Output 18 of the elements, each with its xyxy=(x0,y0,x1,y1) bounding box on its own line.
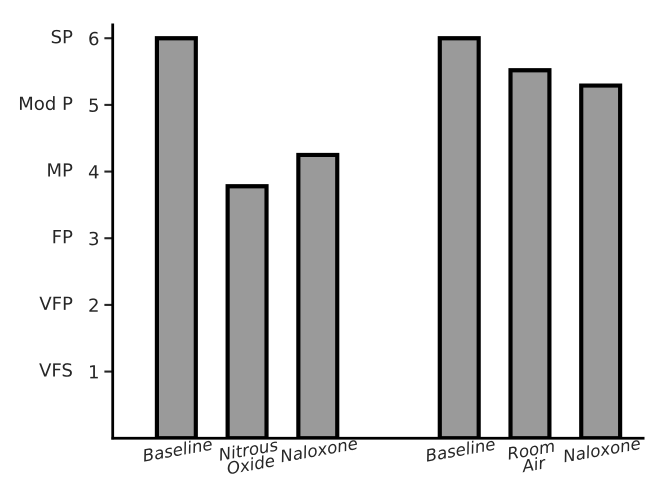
x-tick-label: Baseline xyxy=(142,437,213,462)
x-tick-label: Room Air xyxy=(506,440,555,472)
text: VFS xyxy=(39,363,72,377)
y-tick-label: 2 xyxy=(89,298,98,312)
x-tick-label: Naloxone xyxy=(280,436,358,463)
text: MP xyxy=(48,163,72,177)
y-tick-label: 1 xyxy=(90,365,98,378)
text: SP xyxy=(52,30,72,44)
text: Mod P xyxy=(20,96,72,110)
x-tick-label: Baseline xyxy=(424,437,496,462)
x-tick-label: Naloxone xyxy=(562,436,641,463)
x-tick-label: Nitrous Oxide xyxy=(218,438,278,475)
text: FP xyxy=(53,230,72,244)
y-tick-label: 4 xyxy=(88,165,99,178)
y-tick-label: 3 xyxy=(89,232,98,246)
y-tick-label: 6 xyxy=(89,32,98,46)
text: VFP xyxy=(39,296,72,310)
y-tick-label: 5 xyxy=(89,98,98,112)
